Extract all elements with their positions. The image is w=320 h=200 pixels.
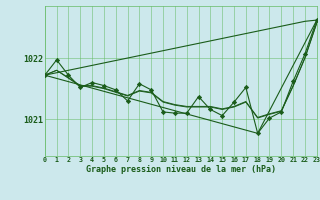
X-axis label: Graphe pression niveau de la mer (hPa): Graphe pression niveau de la mer (hPa) (86, 164, 276, 174)
